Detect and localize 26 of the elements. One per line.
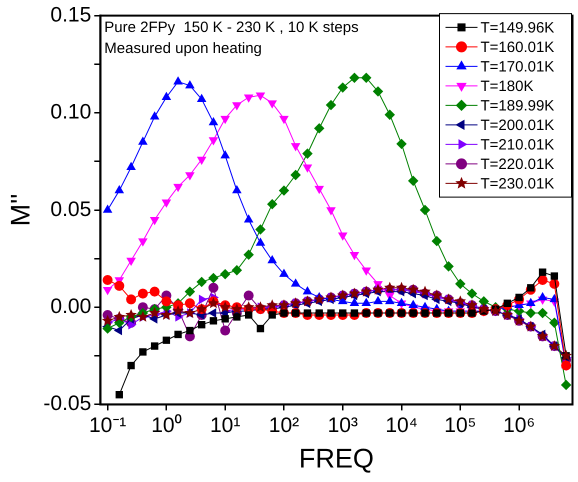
legend-label: T=220.01K (480, 156, 554, 173)
x-tick-label: 10¹ (210, 414, 240, 437)
annotation: Measured upon heating (104, 40, 262, 58)
x-tick-label: 10⁵ (444, 414, 476, 437)
legend-label: T=180K (480, 78, 534, 95)
legend-label: T=149.96K (480, 19, 554, 36)
legend-label: T=170.01K (480, 58, 554, 76)
y-tick-label: 0.10 (50, 100, 92, 124)
y-tick-label: 0.15 (50, 3, 92, 26)
y-tick-label: -0.05 (43, 392, 92, 416)
annotation: Pure 2FPy 150 K - 230 K , 10 K steps (104, 19, 359, 36)
x-tick-label: 10⁴ (385, 414, 418, 437)
x-tick-label: 10³ (328, 414, 358, 437)
x-tick-label: 10⁻¹ (88, 414, 126, 437)
y-tick-label: 0.05 (50, 198, 92, 221)
legend-label: T=230.01K (480, 175, 554, 192)
x-tick-label: 10⁶ (503, 414, 536, 437)
x-axis-title: FREQ (298, 443, 374, 474)
legend-label: T=200.01K (480, 116, 554, 134)
legend-label: T=210.01K (480, 136, 554, 154)
legend-label: T=189.99K (480, 97, 554, 114)
x-tick-label: 10⁰ (151, 414, 182, 437)
legend-label: T=160.01K (480, 38, 554, 56)
x-tick-label: 10² (268, 414, 300, 437)
y-tick-label: 0.00 (50, 294, 92, 318)
y-axis-title: M'' (6, 194, 36, 226)
